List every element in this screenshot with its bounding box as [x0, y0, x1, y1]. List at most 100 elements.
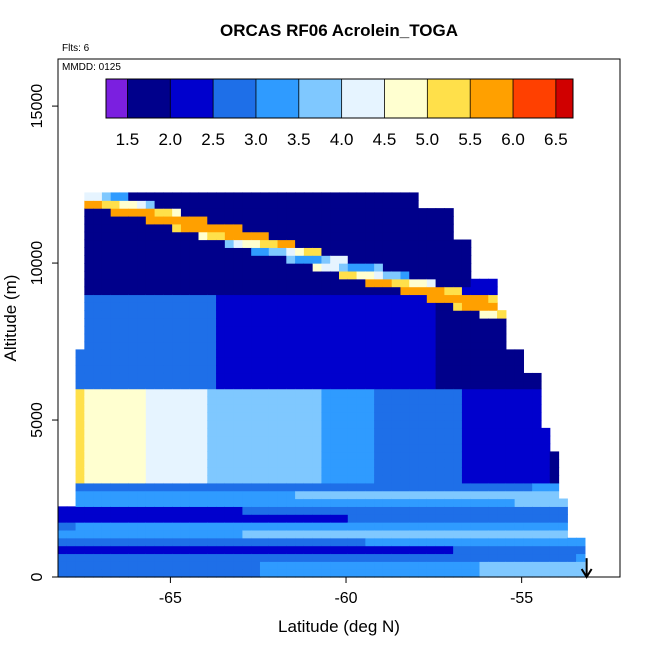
heatmap-cell	[154, 467, 164, 476]
heatmap-cell	[58, 569, 68, 578]
heatmap-cell	[470, 529, 481, 539]
heatmap-cell	[295, 412, 305, 421]
heatmap-cell	[154, 522, 164, 531]
heatmap-cell	[426, 553, 437, 562]
heatmap-cell	[163, 239, 173, 248]
heatmap-cell	[339, 498, 349, 507]
heatmap-cell	[321, 239, 331, 248]
heatmap-cell	[172, 427, 182, 437]
heatmap-cell	[505, 404, 516, 413]
heatmap-cell	[391, 302, 402, 311]
heatmap-cell	[347, 537, 358, 547]
heatmap-cell	[400, 318, 410, 327]
heatmap-cell	[330, 451, 340, 460]
heatmap-cell	[286, 365, 296, 374]
heatmap-cell	[374, 537, 384, 547]
heatmap-cell	[312, 286, 323, 296]
heatmap-cell	[409, 333, 419, 343]
heatmap-cell	[251, 223, 261, 233]
heatmap-cell	[128, 435, 138, 445]
heatmap-cell	[75, 545, 85, 555]
heatmap-cell	[84, 490, 94, 500]
heatmap-cell	[444, 247, 454, 256]
heatmap-cell	[382, 569, 393, 578]
heatmap-cell	[532, 561, 542, 570]
heatmap-cell	[224, 231, 235, 241]
heatmap-cell	[365, 372, 375, 382]
heatmap-cell	[461, 545, 472, 555]
heatmap-cell	[295, 498, 305, 507]
heatmap-cell	[312, 380, 323, 390]
heatmap-cell	[339, 341, 349, 350]
heatmap-cell	[198, 310, 208, 319]
heatmap-cell	[479, 294, 489, 303]
heatmap-cell	[365, 325, 375, 335]
heatmap-cell	[453, 443, 463, 453]
heatmap-cell	[365, 333, 375, 343]
heatmap-cell	[163, 200, 173, 209]
heatmap-cell	[172, 474, 182, 484]
heatmap-cell	[330, 467, 340, 476]
heatmap-cell	[488, 341, 498, 350]
heatmap-cell	[435, 569, 445, 578]
heatmap-cell	[312, 529, 323, 539]
heatmap-cell	[242, 435, 252, 445]
heatmap-cell	[453, 467, 463, 476]
heatmap-cell	[330, 529, 340, 539]
heatmap-cell	[321, 278, 331, 288]
heatmap-cell	[347, 349, 358, 358]
heatmap-cell	[198, 333, 208, 343]
heatmap-cell	[435, 537, 445, 547]
y-tick-label: 10000	[29, 241, 46, 286]
heatmap-cell	[295, 380, 305, 390]
heatmap-cell	[330, 537, 340, 547]
heatmap-cell	[189, 498, 200, 507]
heatmap-cell	[400, 490, 410, 500]
heatmap-cell	[295, 474, 305, 484]
heatmap-cell	[453, 529, 463, 539]
heatmap-cell	[339, 412, 349, 421]
heatmap-cell	[268, 247, 279, 256]
heatmap-cell	[242, 278, 252, 288]
heatmap-cell	[532, 396, 542, 405]
heatmap-cell	[286, 192, 296, 201]
x-axis-label: Latitude (deg N)	[278, 617, 400, 636]
heatmap-cell	[497, 553, 507, 562]
heatmap-cell	[418, 247, 428, 256]
heatmap-cell	[145, 231, 156, 241]
heatmap-cell	[207, 467, 217, 476]
heatmap-cell	[172, 467, 182, 476]
heatmap-cell	[163, 467, 173, 476]
heatmap-cell	[101, 357, 112, 366]
heatmap-cell	[470, 514, 481, 523]
heatmap-cell	[180, 380, 191, 390]
heatmap-cell	[242, 561, 252, 570]
heatmap-cell	[321, 231, 331, 241]
colorbar-segment	[170, 79, 214, 118]
heatmap-cell	[216, 537, 226, 547]
heatmap-cell	[216, 396, 226, 405]
heatmap-cell	[93, 208, 103, 217]
heatmap-cell	[461, 498, 472, 507]
heatmap-cell	[312, 427, 323, 437]
heatmap-cell	[101, 443, 112, 453]
heatmap-cell	[198, 490, 208, 500]
heatmap-cell	[567, 553, 577, 562]
heatmap-cell	[505, 498, 516, 507]
heatmap-cell	[154, 255, 164, 264]
heatmap-cell	[84, 569, 94, 578]
heatmap-cell	[286, 270, 296, 280]
heatmap-cell	[418, 270, 428, 280]
heatmap-cell	[224, 349, 235, 358]
heatmap-cell	[365, 365, 375, 374]
heatmap-cell	[532, 490, 542, 500]
heatmap-cell	[426, 380, 437, 390]
heatmap-cell	[119, 490, 129, 500]
heatmap-cell	[75, 443, 85, 453]
heatmap-cell	[453, 286, 463, 296]
heatmap-cell	[163, 286, 173, 296]
heatmap-cell	[145, 372, 156, 382]
heatmap-cell	[418, 223, 428, 233]
heatmap-cell	[312, 459, 323, 468]
colorbar-tick-label: 5.0	[416, 130, 440, 149]
